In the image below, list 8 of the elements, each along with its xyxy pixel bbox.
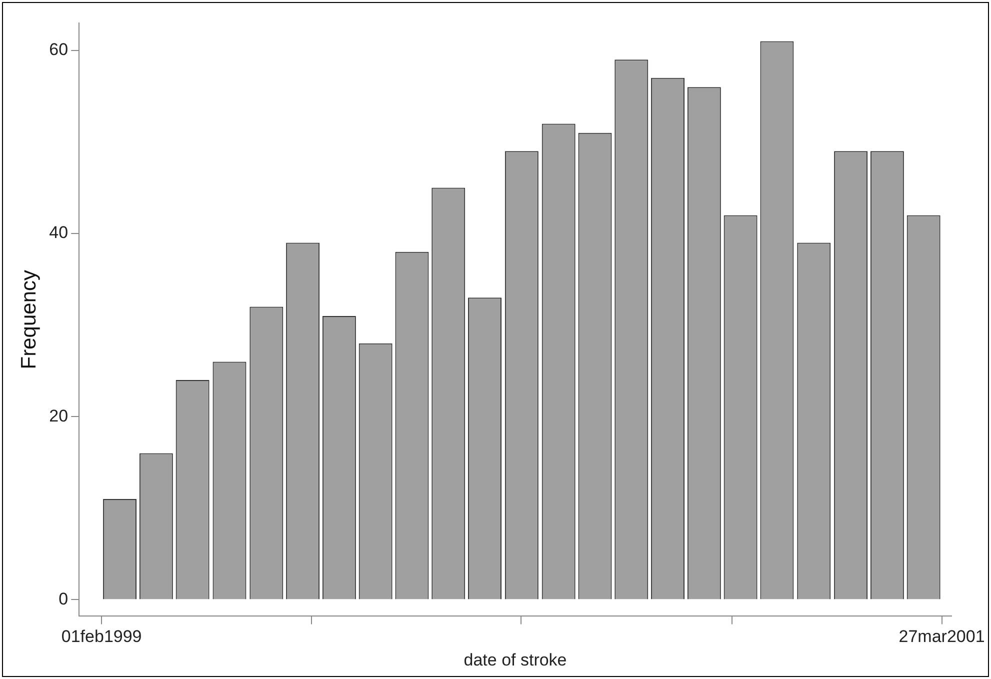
y-tick-label: 40 <box>49 223 68 242</box>
y-tick-label: 20 <box>49 406 68 426</box>
x-tick-label: 01feb1999 <box>61 627 142 646</box>
y-tick-label: 60 <box>49 40 68 60</box>
y-axis-title: Frequency <box>17 269 40 370</box>
x-axis-title: date of stroke <box>464 650 567 670</box>
x-tick-label: 27mar2001 <box>898 627 985 646</box>
y-tick-label: 0 <box>58 589 68 608</box>
